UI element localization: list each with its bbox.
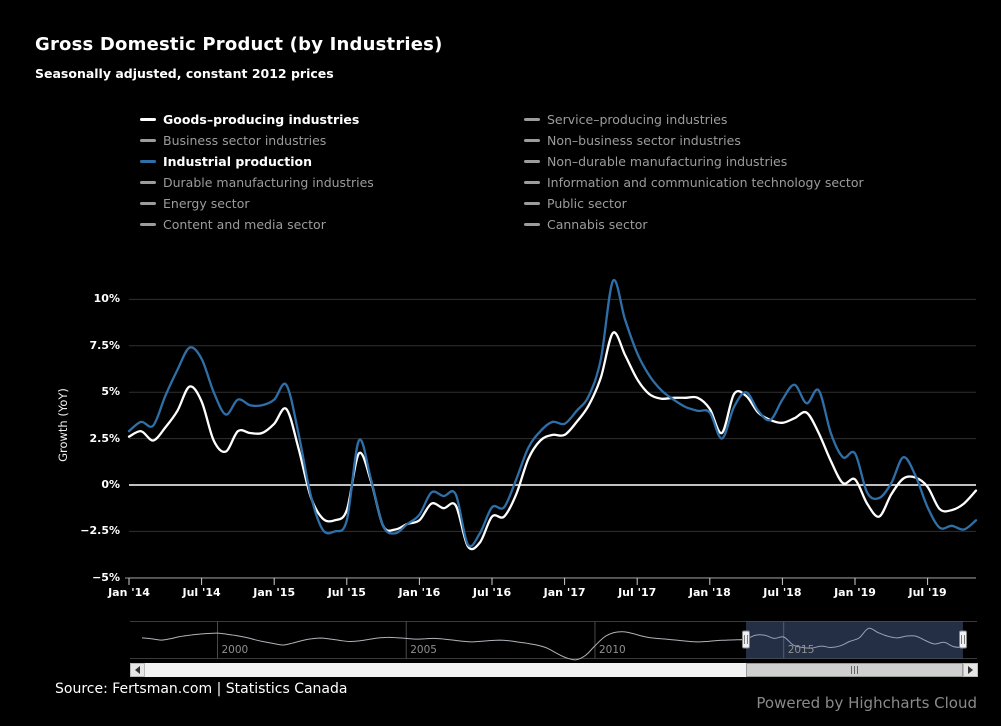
legend-item-cannabis-sector[interactable]: Cannabis sector — [524, 214, 864, 235]
legend-item-information-and-communication-technology-sector[interactable]: Information and communication technology… — [524, 172, 864, 193]
legend-marker-icon — [524, 223, 540, 226]
legend-marker-icon — [140, 223, 156, 226]
legend-marker-icon — [524, 118, 540, 121]
legend-marker-icon — [140, 139, 156, 142]
legend-item-durable-manufacturing-industries[interactable]: Durable manufacturing industries — [140, 172, 374, 193]
navigator-year-label: 2000 — [221, 644, 249, 656]
legend-marker-icon — [140, 160, 156, 163]
x-axis-label: Jan '14 — [108, 586, 150, 599]
right-arrow-icon — [968, 666, 973, 674]
x-axis-label: Jul '16 — [472, 586, 512, 599]
series-line-goods-producing-industries[interactable] — [127, 331, 978, 551]
x-axis-label: Jul '15 — [327, 586, 366, 599]
legend-marker-icon — [140, 181, 156, 184]
thumb-grip-icon — [851, 666, 852, 674]
legend-item-label: Non–business sector industries — [547, 133, 741, 148]
legend-item-label: Information and communication technology… — [547, 175, 864, 190]
legend-item-content-and-media-sector[interactable]: Content and media sector — [140, 214, 374, 235]
x-axis-label: Jan '17 — [543, 586, 586, 599]
y-axis-label: 7.5% — [89, 338, 120, 352]
y-axis-label: −5% — [92, 570, 120, 584]
legend-marker-icon — [140, 202, 156, 205]
legend-marker-icon — [524, 202, 540, 205]
scrollbar-thumb[interactable] — [746, 663, 963, 677]
navigator-year-label: 2015 — [787, 644, 815, 656]
y-axis-label: 10% — [93, 292, 120, 306]
x-axis-label: Jan '19 — [834, 586, 876, 599]
y-axis-label: 2.5% — [89, 431, 120, 445]
series-line-industrial-production[interactable] — [127, 278, 978, 548]
legend-item-service-producing-industries[interactable]: Service–producing industries — [524, 109, 864, 130]
legend-marker-icon — [524, 181, 540, 184]
chart-subtitle: Seasonally adjusted, constant 2012 price… — [35, 66, 334, 81]
legend-item-goods-producing-industries[interactable]: Goods–producing industries — [140, 109, 374, 130]
y-axis-label: −2.5% — [80, 524, 120, 538]
legend-item-label: Goods–producing industries — [163, 112, 360, 127]
navigator-handle-left[interactable] — [741, 630, 750, 649]
legend-item-label: Durable manufacturing industries — [163, 175, 374, 190]
legend-item-energy-sector[interactable]: Energy sector — [140, 193, 374, 214]
navigator-year-label: 2005 — [410, 644, 437, 656]
legend-column-right: Service–producing industries Non–business… — [524, 109, 864, 235]
chart-title: Gross Domestic Product (by Industries) — [35, 34, 443, 55]
navigator-year-label: 2010 — [598, 644, 626, 656]
y-axis-label: 5% — [101, 385, 120, 399]
thumb-grip-icon — [857, 666, 858, 674]
legend-item-label: Business sector industries — [163, 133, 327, 148]
x-axis-label: Jul '14 — [182, 586, 221, 599]
navigator-handle-right[interactable] — [959, 630, 967, 649]
legend-marker-icon — [524, 160, 540, 163]
legend-item-business-sector-industries[interactable]: Business sector industries — [140, 130, 374, 151]
x-axis-label: Jan '18 — [688, 586, 731, 599]
scrollbar-left-arrow[interactable] — [130, 663, 145, 677]
legend-item-label: Content and media sector — [163, 217, 326, 232]
legend-item-label: Energy sector — [163, 196, 250, 211]
scrollbar-right-arrow[interactable] — [963, 663, 978, 677]
navigator-selected-range[interactable] — [745, 621, 963, 659]
legend-item-label: Service–producing industries — [547, 112, 728, 127]
legend-item-public-sector[interactable]: Public sector — [524, 193, 864, 214]
left-arrow-icon — [135, 666, 140, 674]
legend-column-left: Goods–producing industries Business secto… — [140, 109, 374, 235]
legend-item-label: Non–durable manufacturing industries — [547, 154, 788, 169]
highcharts-credits-link[interactable]: Powered by Highcharts Cloud — [756, 694, 977, 712]
legend-item-industrial-production[interactable]: Industrial production — [140, 151, 374, 172]
thumb-grip-icon — [854, 666, 855, 674]
legend-marker-icon — [524, 139, 540, 142]
x-axis-label: Jul '18 — [763, 586, 802, 599]
legend-item-non-durable-manufacturing-industries[interactable]: Non–durable manufacturing industries — [524, 151, 864, 172]
navigator-series-line — [141, 627, 964, 661]
main-plot-area[interactable] — [0, 0, 1001, 620]
source-label: Source: Fertsman.com | Statistics Canada — [55, 681, 348, 697]
x-axis-label: Jan '15 — [253, 586, 296, 599]
y-axis-label: 0% — [101, 478, 120, 491]
legend-item-non-business-sector-industries[interactable]: Non–business sector industries — [524, 130, 864, 151]
legend-item-label: Industrial production — [163, 154, 313, 169]
x-axis-label: Jul '17 — [618, 586, 657, 599]
x-axis-label: Jan '16 — [398, 586, 441, 599]
legend-item-label: Public sector — [547, 196, 627, 211]
legend-marker-icon — [140, 118, 156, 121]
x-axis-label: Jul '19 — [908, 586, 947, 599]
legend-item-label: Cannabis sector — [547, 217, 648, 232]
